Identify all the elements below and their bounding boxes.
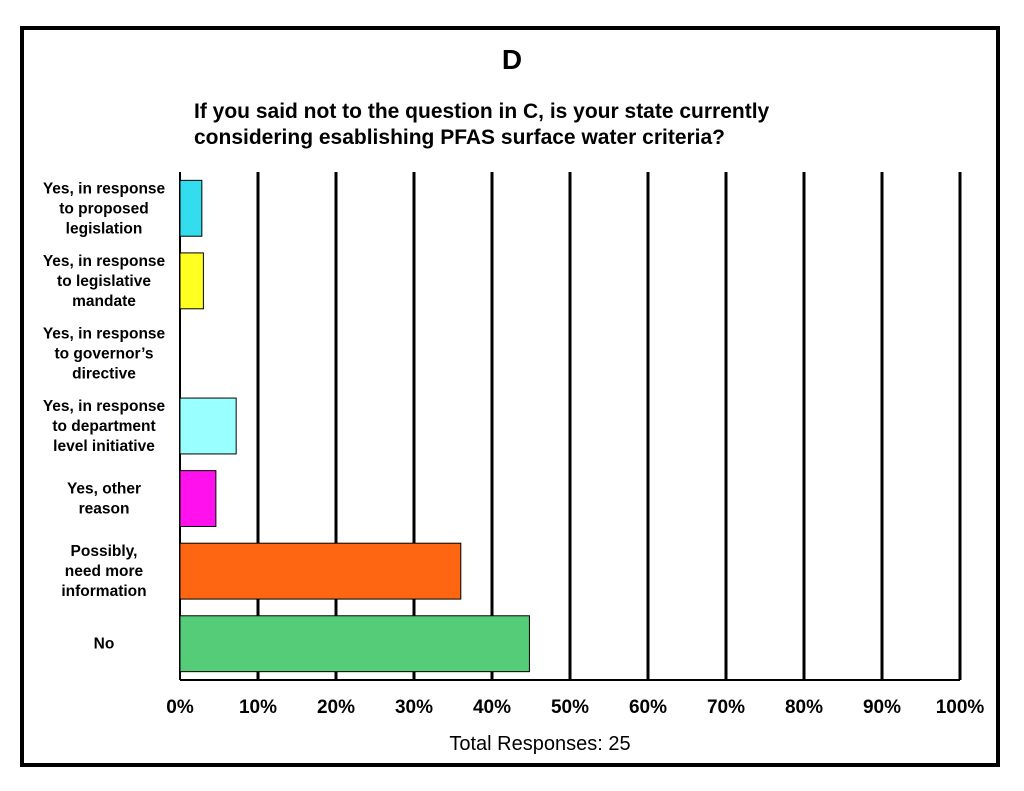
x-tick-label: 20%: [317, 697, 355, 718]
bar: [179, 615, 530, 673]
panel-label: D: [501, 44, 523, 75]
category-label: Possibly, need more information: [61, 543, 146, 600]
chart-title-line: considering esablishing PFAS surface wat…: [194, 126, 726, 149]
category-label: Yes, in response to governor’s directive: [43, 325, 166, 382]
chart-title-line: If you said not to the question in C, is…: [194, 100, 770, 123]
category-label: Yes, in response to department level initi…: [43, 398, 166, 455]
chart-frame: [20, 26, 1000, 767]
bar: [179, 470, 217, 528]
total-responses: Total Responses: 25: [449, 733, 631, 755]
x-tick-label: 0%: [166, 697, 194, 718]
category-label: Yes, other reason: [67, 481, 141, 518]
bar: [179, 397, 237, 455]
x-tick-label: 30%: [395, 697, 433, 718]
category-label: Yes, in response to legislative mandate: [43, 253, 166, 310]
x-tick-label: 10%: [239, 697, 277, 718]
category-label: Yes, in response to proposed legislation: [43, 180, 166, 237]
x-tick-label: 40%: [473, 697, 511, 718]
x-tick-label: 100%: [936, 697, 985, 718]
x-tick-label: 70%: [707, 697, 745, 718]
x-tick-label: 80%: [785, 697, 823, 718]
category-label: No: [94, 636, 115, 653]
bar: [179, 542, 462, 600]
x-tick-label: 50%: [551, 697, 589, 718]
chart-title: If you said not to the question in C, is…: [194, 99, 894, 151]
bar: [179, 252, 204, 310]
x-tick-label: 60%: [629, 697, 667, 718]
x-tick-label: 90%: [863, 697, 901, 718]
bar: [179, 179, 203, 237]
